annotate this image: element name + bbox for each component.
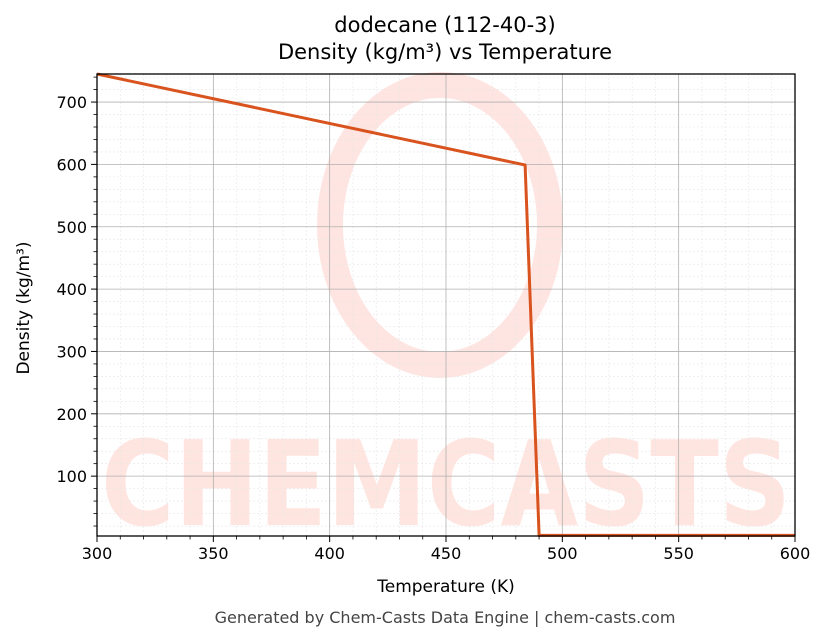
x-tick-label: 550 <box>663 544 694 563</box>
y-tick-label: 400 <box>56 280 87 299</box>
y-tick-label: 200 <box>56 405 87 424</box>
y-tick-label: 300 <box>56 342 87 361</box>
y-tick-label: 700 <box>56 93 87 112</box>
chart-title: dodecane (112-40-3) <box>334 13 556 37</box>
x-tick-label: 350 <box>198 544 229 563</box>
x-axis-label: Temperature (K) <box>377 577 515 597</box>
y-tick-label: 600 <box>56 155 87 174</box>
x-tick-label: 450 <box>431 544 462 563</box>
x-tick-label: 500 <box>547 544 578 563</box>
y-tick-label: 500 <box>56 218 87 237</box>
x-tick-label: 600 <box>780 544 811 563</box>
x-tick-label: 300 <box>82 544 113 563</box>
x-tick-label: 400 <box>314 544 345 563</box>
footer-credit: Generated by Chem-Casts Data Engine | ch… <box>214 608 676 627</box>
y-tick-label: 100 <box>56 467 87 486</box>
axis-ticks: 300 350 400 450 500 550 600 100 200 300 400 500 600 7… <box>56 76 811 563</box>
chart-subtitle: Density (kg/m³) vs Temperature <box>277 40 613 64</box>
